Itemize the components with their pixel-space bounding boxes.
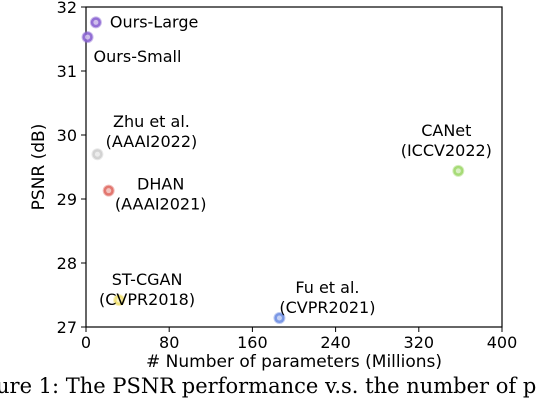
point-marker-highlight: [116, 297, 122, 303]
point-ours-small: Ours-Small: [81, 31, 182, 66]
point-label: Ours-Large: [110, 12, 198, 31]
point-zhu: Zhu et al.(AAAI2022): [91, 112, 198, 161]
y-tick-label: 31: [57, 62, 77, 81]
y-tick-label: 30: [57, 126, 77, 145]
y-tick-label: 32: [57, 0, 77, 17]
point-label: ST-CGAN: [112, 270, 183, 289]
point-label: DHAN: [137, 175, 184, 194]
point-label: (CVPR2021): [279, 298, 375, 317]
y-tick-label: 27: [57, 318, 77, 337]
x-tick-label: 160: [237, 333, 268, 352]
figure-caption: ure 1: The PSNR performance v.s. the num…: [0, 374, 537, 398]
point-marker-highlight: [94, 151, 100, 157]
point-marker-highlight: [85, 34, 91, 40]
x-axis: 0 80 160 240 320 400: [81, 327, 517, 352]
point-ours-large: Ours-Large: [89, 12, 198, 31]
point-canet: CANet(ICCV2022): [401, 121, 492, 177]
point-label: Fu et al.: [295, 278, 359, 297]
y-tick-label: 28: [57, 254, 77, 273]
point-label: (AAAI2022): [106, 132, 198, 151]
point-label: Zhu et al.: [113, 112, 190, 131]
point-marker-highlight: [276, 315, 282, 321]
point-label: (AAAI2021): [115, 195, 207, 214]
point-dhan: DHAN(AAAI2021): [102, 175, 207, 214]
plot-frame: [85, 6, 503, 328]
point-marker-highlight: [106, 188, 112, 194]
point-marker-highlight: [93, 19, 99, 25]
point-label: (ICCV2022): [401, 141, 492, 160]
x-tick-label: 400: [487, 333, 518, 352]
y-tick-label: 29: [57, 190, 77, 209]
y-axis-title: PSNR (dB): [29, 124, 49, 211]
x-axis-title: # Number of parameters (Millions): [146, 352, 442, 372]
x-tick-label: 240: [320, 333, 351, 352]
point-label: CANet: [421, 121, 471, 140]
point-st-cgan: ST-CGAN(CVPR2018): [99, 270, 195, 309]
point-fu: Fu et al.(CVPR2021): [273, 278, 375, 325]
data-points: Ours-Large Ours-Small Zhu et al.(AAAI2022)…: [81, 12, 492, 325]
x-tick-label: 80: [159, 333, 179, 352]
y-axis: 27 28 29 30 31 32: [57, 0, 86, 337]
x-tick-label: 320: [404, 333, 435, 352]
point-label: (CVPR2018): [99, 290, 195, 309]
point-label: Ours-Small: [94, 47, 182, 66]
point-marker-highlight: [455, 168, 461, 174]
x-tick-label: 0: [81, 333, 91, 352]
